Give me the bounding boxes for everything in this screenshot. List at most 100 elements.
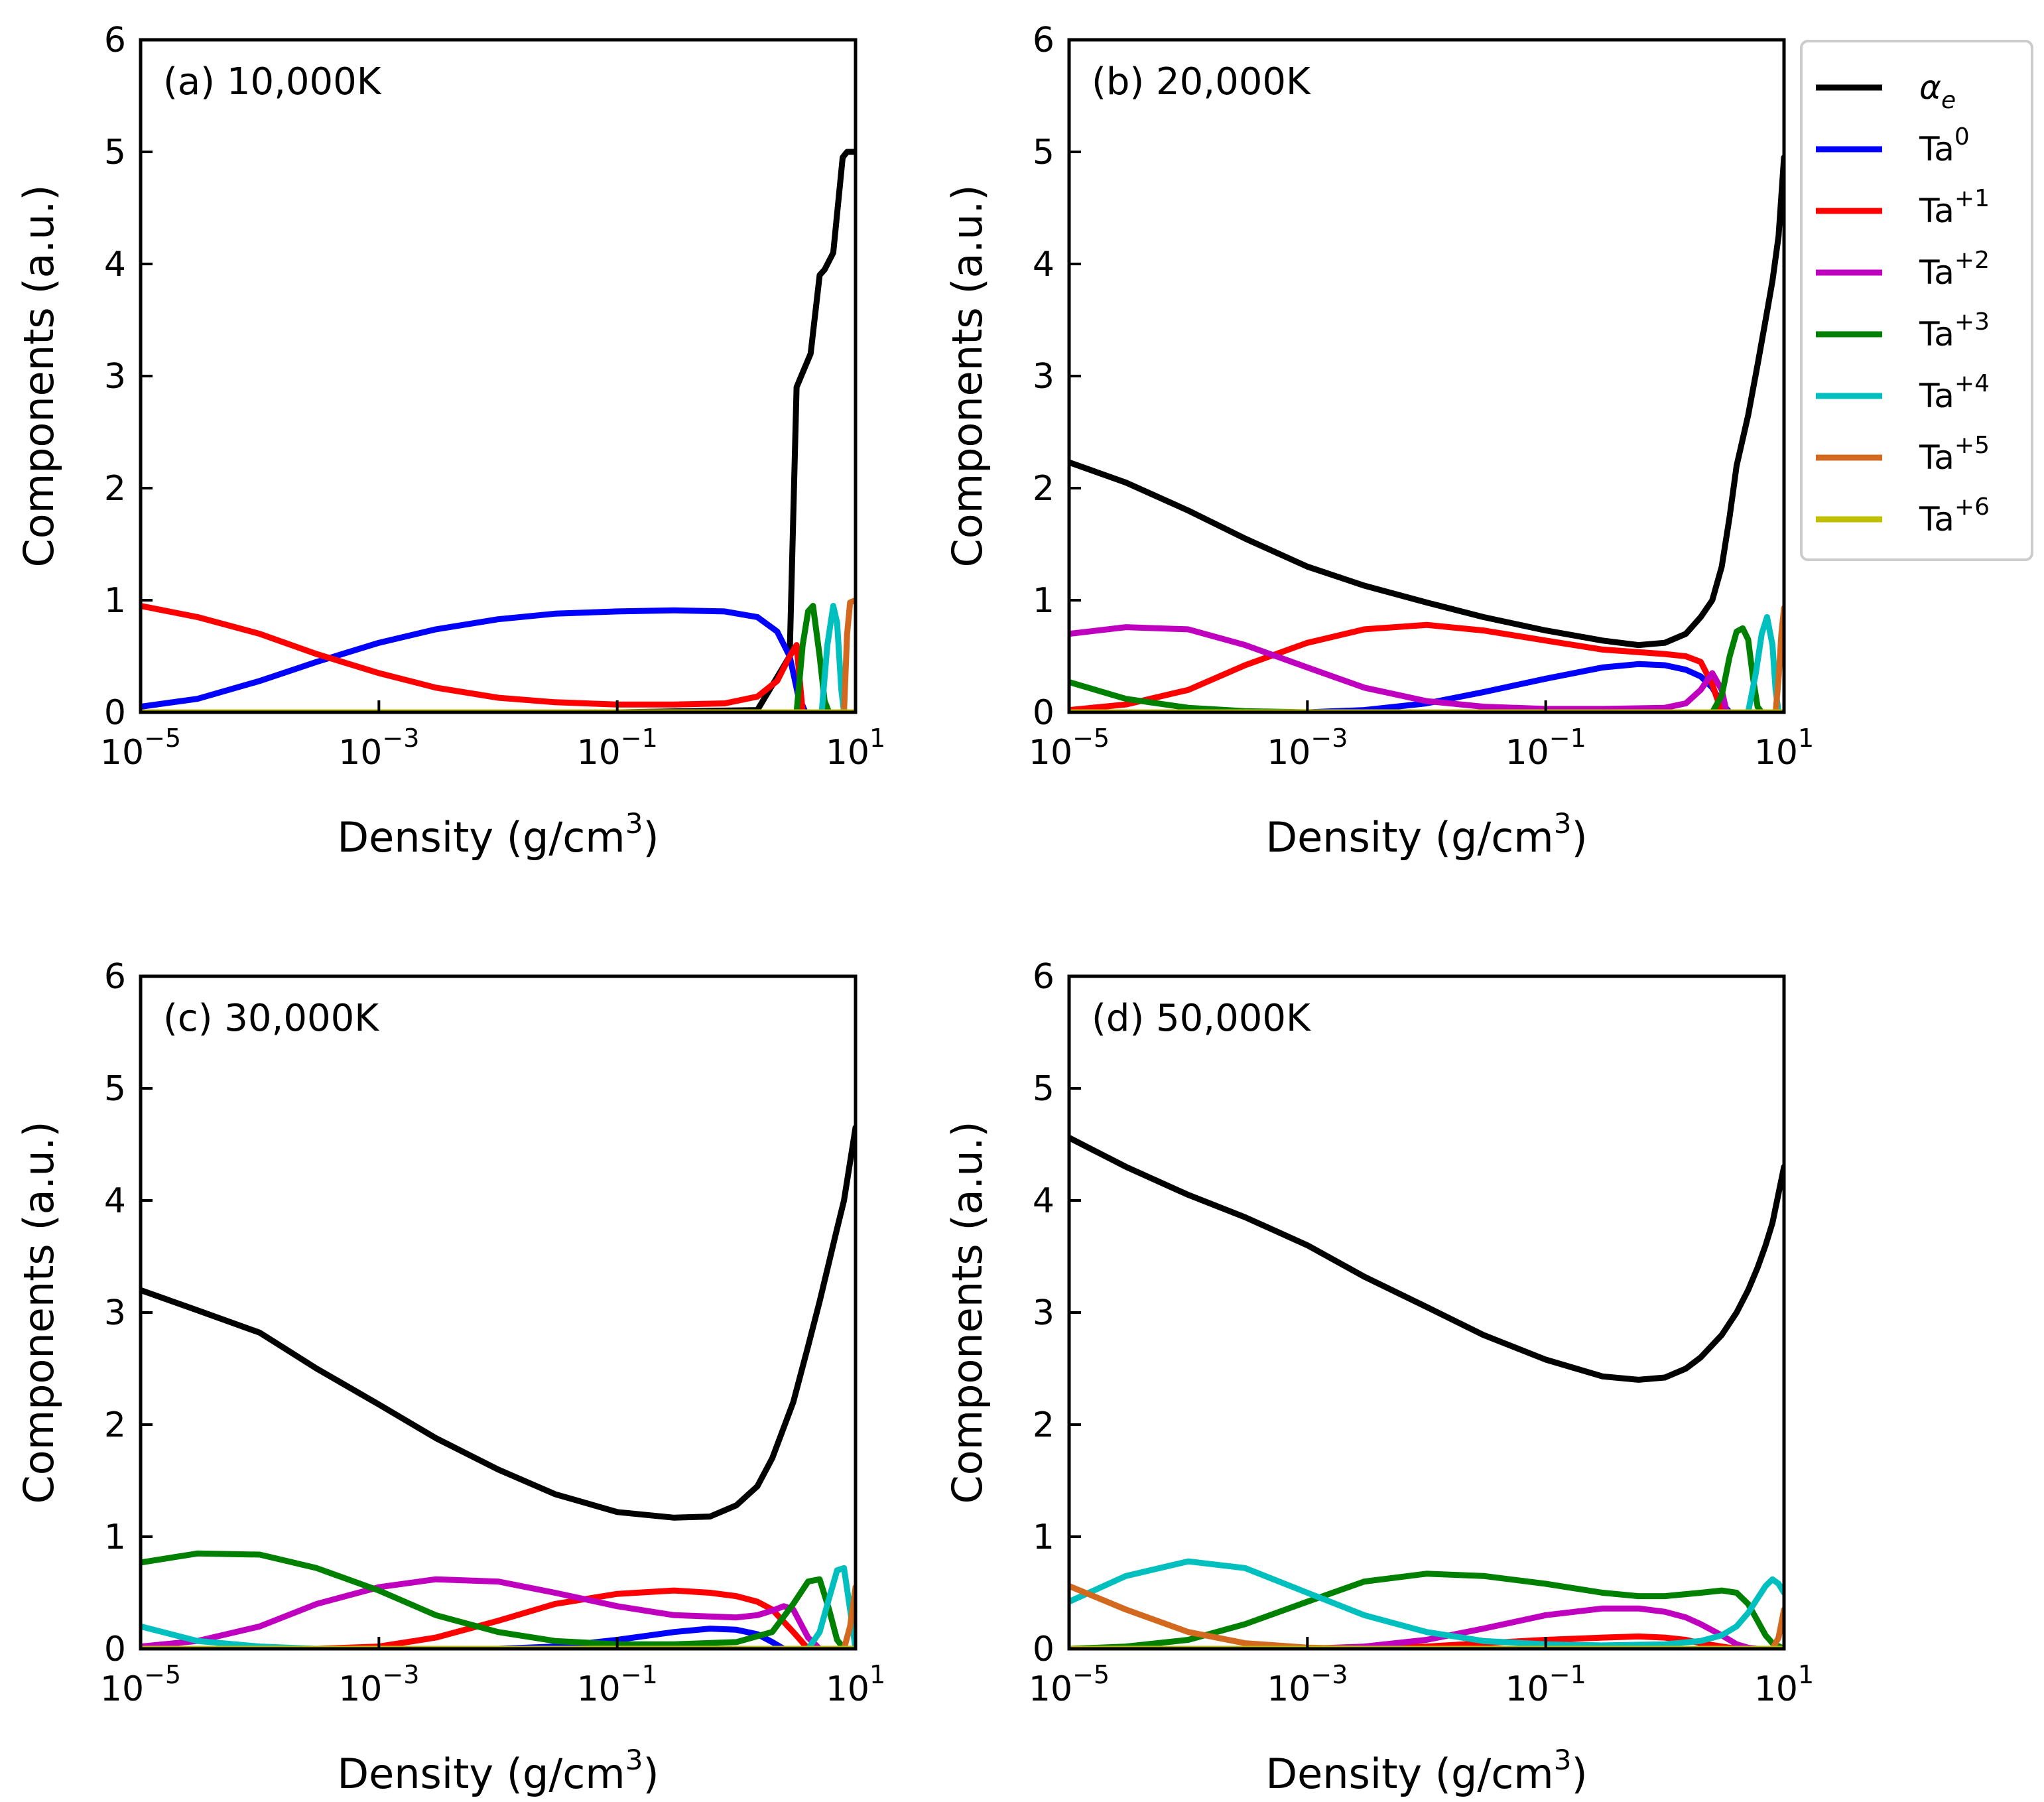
- series-line-alpha_e: [141, 1124, 856, 1521]
- legend-item-Ta6: Ta+6: [1816, 493, 1990, 539]
- series-line-Ta2: [141, 1576, 823, 1649]
- x-tick-label: 10−3: [1267, 1660, 1348, 1709]
- x-tick-label: 101: [1754, 724, 1814, 773]
- y-tick-label: 6: [104, 957, 126, 997]
- legend-label: Ta+2: [1919, 247, 1990, 292]
- y-tick-label: 1: [1033, 1517, 1054, 1557]
- series-line-Ta2: [1069, 1605, 1761, 1649]
- x-axis-label: Density (g/cm3): [337, 807, 659, 862]
- panel-3: 0 1 2 3 4 5 6 10−5 10−3 10−1 101 (d) 50,000K Density…: [943, 957, 1814, 1798]
- series-group: [1069, 1134, 1784, 1649]
- x-axis-label: Density (g/cm3): [1265, 807, 1587, 862]
- legend-item-Ta5: Ta+5: [1816, 432, 1990, 477]
- y-tick-label: 0: [104, 693, 126, 733]
- x-tick-label: 10−5: [1029, 1660, 1110, 1709]
- x-tick-label: 10−1: [577, 724, 658, 773]
- x-tick-label: 10−3: [338, 1660, 419, 1709]
- y-tick-label: 5: [1033, 1069, 1054, 1109]
- legend-label: Ta+1: [1919, 185, 1990, 230]
- y-tick-label: 1: [104, 1517, 126, 1557]
- y-axis-label: Components (a.u.): [15, 184, 63, 567]
- series-line-Ta2: [1069, 624, 1730, 712]
- legend-label: Ta+5: [1919, 432, 1990, 477]
- legend-item-Ta0: Ta0: [1816, 123, 1970, 168]
- y-tick-label: 4: [1033, 245, 1054, 285]
- x-tick-label: 10−1: [1505, 724, 1586, 773]
- y-tick-label: 5: [1033, 133, 1054, 172]
- legend-label: Ta+6: [1919, 493, 1990, 539]
- series-line-Ta3: [1069, 625, 1765, 712]
- y-axis-label: Components (a.u.): [943, 184, 991, 567]
- series-line-Ta1: [141, 603, 806, 712]
- panel-title: (c) 30,000K: [163, 997, 379, 1040]
- series-line-Ta3: [141, 1550, 848, 1649]
- x-tick-label: 10−1: [577, 1660, 658, 1709]
- y-tick-label: 2: [1033, 469, 1054, 509]
- y-tick-label: 3: [104, 357, 126, 397]
- y-tick-label: 0: [1033, 693, 1054, 733]
- series-group: [141, 149, 856, 712]
- y-tick-label: 1: [1033, 581, 1054, 621]
- y-tick-label: 2: [104, 469, 126, 509]
- x-tick-label: 101: [826, 724, 885, 773]
- y-tick-label: 6: [1033, 21, 1054, 60]
- y-tick-label: 4: [104, 245, 126, 285]
- series-line-Ta5: [841, 597, 856, 712]
- y-tick-label: 2: [104, 1405, 126, 1445]
- legend-label: Ta+4: [1919, 370, 1990, 415]
- x-axis-label: Density (g/cm3): [337, 1744, 659, 1798]
- series-group: [141, 1124, 856, 1649]
- legend-item-Ta2: Ta+2: [1816, 247, 1990, 292]
- legend-item-Ta3: Ta+3: [1816, 308, 1990, 354]
- series-line-Ta1: [1069, 621, 1725, 712]
- y-tick-label: 3: [104, 1293, 126, 1333]
- y-tick-label: 4: [1033, 1181, 1054, 1221]
- x-tick-label: 101: [1754, 1660, 1814, 1709]
- legend-label: Ta0: [1919, 123, 1970, 168]
- series-line-Ta5: [841, 1584, 856, 1649]
- x-tick-label: 10−5: [100, 1660, 181, 1709]
- x-tick-label: 10−5: [1029, 724, 1110, 773]
- series-line-Ta0: [141, 607, 808, 712]
- series-line-Ta4: [141, 1565, 856, 1649]
- y-tick-label: 6: [104, 21, 126, 60]
- legend-label: Ta+3: [1919, 308, 1990, 354]
- legend-label: αe: [1919, 68, 1956, 114]
- panel-0: 0 1 2 3 4 5 6 10−5 10−3 10−1 101 (a) 10,000K Density…: [15, 21, 885, 862]
- series-line-alpha_e: [1069, 154, 1784, 649]
- legend: αe Ta0 Ta+1 Ta+2 Ta+3 Ta+4 Ta+5 Ta+6: [1800, 40, 2033, 561]
- legend-item-alpha_e: αe: [1816, 68, 1956, 114]
- legend-item-Ta1: Ta+1: [1816, 185, 1990, 230]
- x-tick-label: 10−3: [1267, 724, 1348, 773]
- x-tick-label: 10−3: [338, 724, 419, 773]
- series-group: [1069, 154, 1784, 712]
- x-tick-label: 10−1: [1505, 1660, 1586, 1709]
- y-axis-label: Components (a.u.): [943, 1121, 991, 1504]
- y-tick-label: 1: [104, 581, 126, 621]
- y-tick-label: 0: [1033, 1630, 1054, 1669]
- y-tick-label: 2: [1033, 1405, 1054, 1445]
- series-line-Ta4: [1069, 1558, 1784, 1649]
- y-tick-label: 6: [1033, 957, 1054, 997]
- panel-1: 0 1 2 3 4 5 6 10−5 10−3 10−1 101 (b) 20,000K Density…: [943, 21, 1814, 862]
- y-axis-label: Components (a.u.): [15, 1121, 63, 1504]
- legend-item-Ta4: Ta+4: [1816, 370, 1990, 415]
- series-line-Ta3: [1069, 1571, 1784, 1649]
- y-tick-label: 5: [104, 133, 126, 172]
- x-axis-label: Density (g/cm3): [1265, 1744, 1587, 1798]
- panel-2: 0 1 2 3 4 5 6 10−5 10−3 10−1 101 (c) 30,000K Density…: [15, 957, 885, 1798]
- y-tick-label: 0: [104, 1630, 126, 1669]
- legend-box: [1800, 40, 2033, 561]
- y-tick-label: 3: [1033, 357, 1054, 397]
- panel-title: (d) 50,000K: [1092, 997, 1311, 1040]
- x-tick-label: 10−5: [100, 724, 181, 773]
- x-tick-label: 101: [826, 1660, 885, 1709]
- y-tick-label: 5: [104, 1069, 126, 1109]
- series-line-Ta1: [141, 1587, 811, 1649]
- y-tick-label: 4: [104, 1181, 126, 1221]
- panel-title: (a) 10,000K: [163, 60, 382, 103]
- y-tick-label: 3: [1033, 1293, 1054, 1333]
- series-line-alpha_e: [1069, 1134, 1784, 1383]
